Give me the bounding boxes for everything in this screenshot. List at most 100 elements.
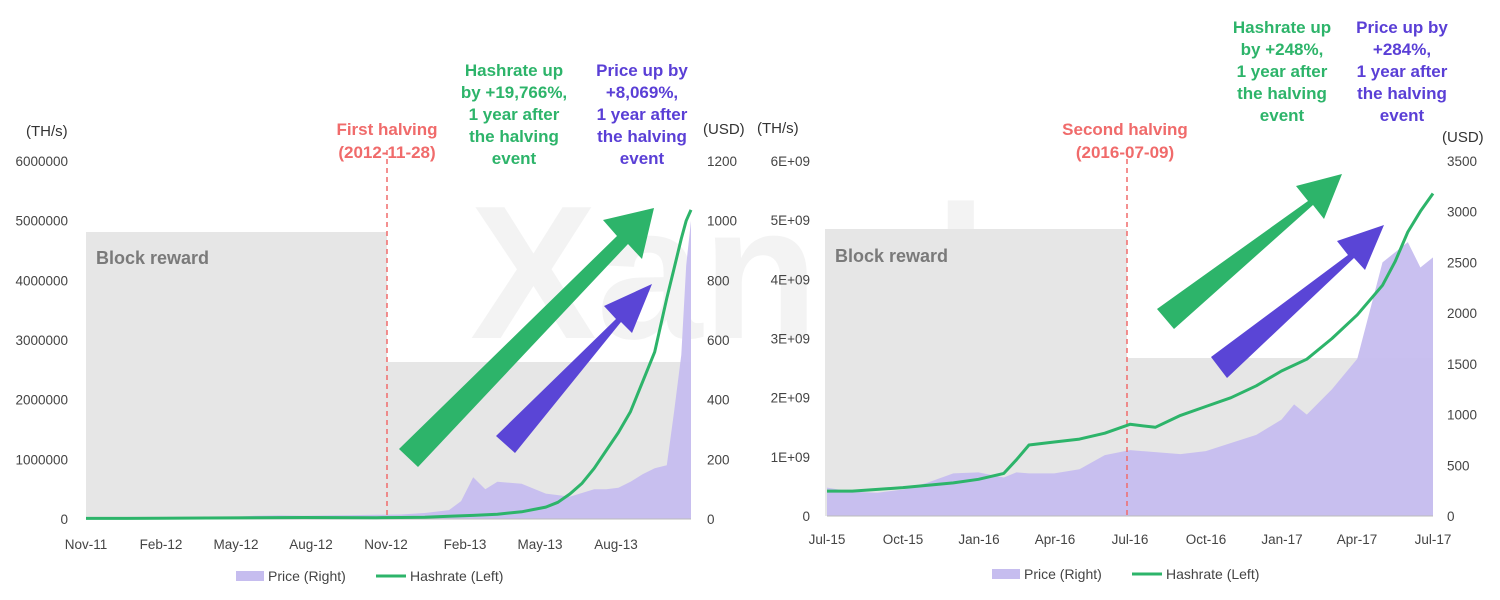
right-axis-ticks: 0 500 1000 1500 2000 2500 3000 3500 xyxy=(1447,154,1477,524)
hashrate-annotation-line3: 1 year after xyxy=(1237,62,1328,81)
price-annotation-line1: Price up by xyxy=(1356,18,1448,37)
legend: Price (Right) Hashrate (Left) xyxy=(992,566,1259,582)
price-annotation-line3: 1 year after xyxy=(1357,62,1448,81)
left-tick-label: 2E+09 xyxy=(771,391,810,406)
right-tick-label: 600 xyxy=(707,333,730,348)
hashrate-annotation: Hashrate up by +248%, 1 year after the h… xyxy=(1233,18,1331,125)
x-tick-label: Feb-12 xyxy=(140,537,183,552)
left-axis-ticks: 0 1000000 2000000 3000000 4000000 5000000 6000… xyxy=(15,154,68,527)
right-tick-label: 400 xyxy=(707,393,730,408)
price-growth-arrow xyxy=(1211,225,1384,378)
legend-price-label: Price (Right) xyxy=(1024,566,1102,582)
legend-hashrate-label: Hashrate (Left) xyxy=(410,568,503,584)
price-area-group xyxy=(827,242,1433,516)
chart-second-halving: Block reward (TH/s) (USD) 0 1E+09 2E+09 3E+… xyxy=(757,18,1484,582)
right-tick-label: 0 xyxy=(1447,509,1455,524)
right-tick-label: 2500 xyxy=(1447,255,1477,270)
price-annotation: Price up by +284%, 1 year after the halv… xyxy=(1356,18,1448,125)
right-tick-label: 1000 xyxy=(707,214,737,229)
left-tick-label: 5E+09 xyxy=(771,213,810,228)
legend-hashrate-label: Hashrate (Left) xyxy=(1166,566,1259,582)
price-annotation-line5: event xyxy=(620,149,665,168)
left-tick-label: 5000000 xyxy=(15,214,68,229)
right-tick-label: 1500 xyxy=(1447,357,1477,372)
chart-first-halving: Block reward (TH/s) (USD) 0 1000000 200000… xyxy=(15,61,744,584)
right-tick-label: 500 xyxy=(1447,458,1470,473)
price-annotation: Price up by +8,069%, 1 year after the ha… xyxy=(596,61,688,168)
left-tick-label: 3E+09 xyxy=(771,332,810,347)
x-tick-label: Jan-17 xyxy=(1261,532,1302,547)
hashrate-line-group xyxy=(827,192,1435,493)
left-tick-label: 1E+09 xyxy=(771,450,810,465)
price-annotation-line2: +8,069%, xyxy=(606,83,678,102)
price-annotation-line4: the halving xyxy=(1357,84,1447,103)
hashrate-growth-arrow xyxy=(399,208,654,467)
block-reward-label: Block reward xyxy=(96,248,209,268)
hashrate-annotation-line4: the halving xyxy=(469,127,559,146)
price-annotation-line2: +284%, xyxy=(1373,40,1431,59)
x-tick-label: Jul-16 xyxy=(1112,532,1149,547)
x-tick-label: Jan-16 xyxy=(958,532,999,547)
x-tick-label: Oct-16 xyxy=(1186,532,1227,547)
right-unit-label: (USD) xyxy=(703,121,745,138)
halving-label-line1: First halving xyxy=(336,120,437,139)
price-annotation-line3: 1 year after xyxy=(597,105,688,124)
price-annotation-line1: Price up by xyxy=(596,61,688,80)
left-tick-label: 1000000 xyxy=(15,452,68,467)
x-tick-label: Aug-13 xyxy=(594,537,638,552)
right-tick-label: 3000 xyxy=(1447,205,1477,220)
x-axis-ticks: Jul-15 Oct-15 Jan-16 Apr-16 Jul-16 Oct-16 Jan-… xyxy=(809,532,1452,547)
left-tick-label: 6E+09 xyxy=(771,154,810,169)
price-annotation-line4: the halving xyxy=(597,127,687,146)
left-tick-label: 3000000 xyxy=(15,333,68,348)
price-area xyxy=(86,220,691,519)
x-tick-label: Feb-13 xyxy=(444,537,487,552)
halving-annotation: Second halving (2016-07-09) xyxy=(1062,120,1188,162)
hashrate-annotation-line5: event xyxy=(1260,106,1305,125)
left-axis-ticks: 0 1E+09 2E+09 3E+09 4E+09 5E+09 6E+09 xyxy=(771,154,810,524)
halving-annotation: First halving (2012-11-28) xyxy=(336,120,437,162)
legend-price-label: Price (Right) xyxy=(268,568,346,584)
x-tick-label: May-12 xyxy=(213,537,258,552)
x-tick-label: Oct-15 xyxy=(883,532,924,547)
legend-price-swatch xyxy=(992,569,1020,579)
x-tick-label: Apr-16 xyxy=(1035,532,1076,547)
legend: Price (Right) Hashrate (Left) xyxy=(236,568,503,584)
left-tick-label: 0 xyxy=(60,512,68,527)
hashrate-annotation-line1: Hashrate up xyxy=(1233,18,1331,37)
halving-label-line2: (2012-11-28) xyxy=(338,143,435,162)
right-tick-label: 3500 xyxy=(1447,154,1477,169)
hashrate-annotation-line5: event xyxy=(492,149,537,168)
price-growth-arrow xyxy=(496,284,652,453)
hashrate-line xyxy=(827,192,1435,493)
x-tick-label: Jul-15 xyxy=(809,532,846,547)
x-tick-label: May-13 xyxy=(517,537,562,552)
hashrate-line xyxy=(85,209,693,520)
left-tick-label: 0 xyxy=(802,509,810,524)
hashrate-annotation-line2: by +19,766%, xyxy=(461,83,567,102)
hashrate-annotation-line2: by +248%, xyxy=(1241,40,1324,59)
price-area-group xyxy=(86,220,691,519)
hashrate-annotation: Hashrate up by +19,766%, 1 year after th… xyxy=(461,61,567,168)
price-area xyxy=(827,242,1433,516)
block-reward-band-high xyxy=(825,229,1127,516)
x-tick-label: Nov-11 xyxy=(65,537,108,552)
hashrate-annotation-line4: the halving xyxy=(1237,84,1327,103)
left-unit-label: (TH/s) xyxy=(26,123,68,140)
block-reward-band-high xyxy=(86,232,387,519)
left-tick-label: 4000000 xyxy=(15,273,68,288)
left-tick-label: 6000000 xyxy=(15,154,68,169)
x-tick-label: Nov-12 xyxy=(364,537,408,552)
halving-label-line2: (2016-07-09) xyxy=(1076,143,1174,162)
right-tick-label: 1200 xyxy=(707,154,737,169)
right-unit-label: (USD) xyxy=(1442,129,1484,146)
right-tick-label: 800 xyxy=(707,273,730,288)
right-tick-label: 2000 xyxy=(1447,306,1477,321)
left-tick-label: 4E+09 xyxy=(771,272,810,287)
legend-price-swatch xyxy=(236,571,264,581)
x-tick-label: Jul-17 xyxy=(1415,532,1452,547)
right-axis-ticks: 0 200 400 600 800 1000 1200 xyxy=(707,154,737,527)
halving-label-line1: Second halving xyxy=(1062,120,1188,139)
right-tick-label: 0 xyxy=(707,512,715,527)
